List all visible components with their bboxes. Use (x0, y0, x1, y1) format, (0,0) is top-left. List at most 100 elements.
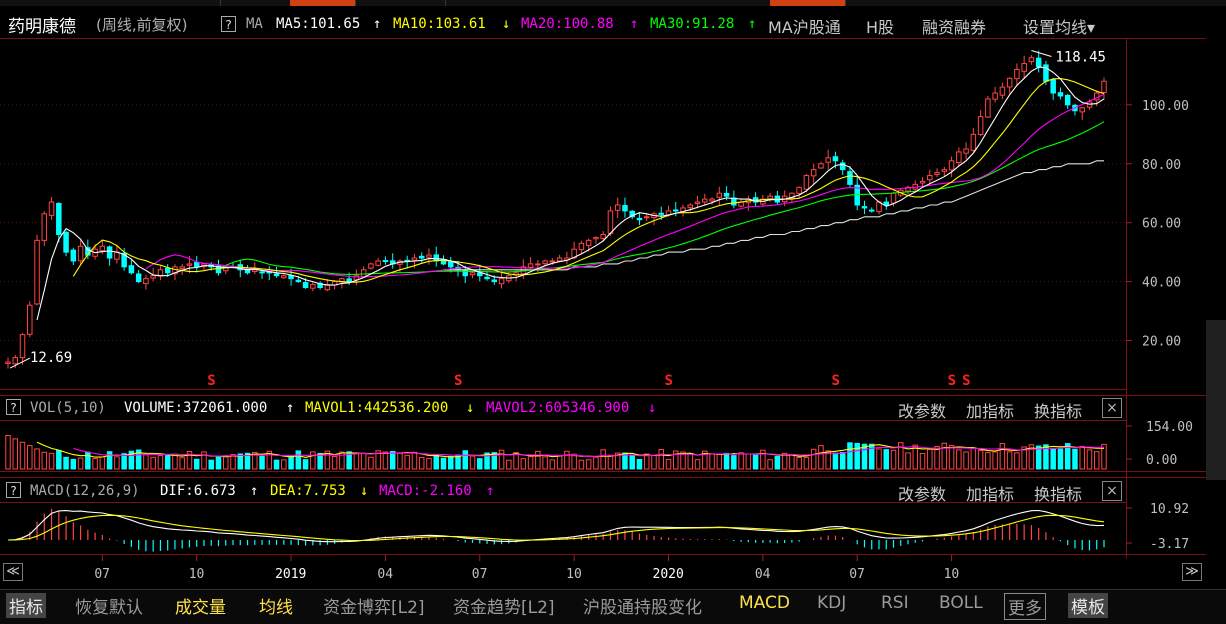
indicator-tab[interactable]: 资金趋势[L2] (453, 598, 555, 618)
indicator-tab[interactable]: 模板 (1068, 593, 1108, 618)
volume-change-params-button[interactable]: 改参数 (898, 402, 947, 421)
volume-close-icon[interactable]: × (1102, 398, 1122, 418)
scroll-left-icon[interactable]: ≪ (3, 563, 23, 581)
candle-body (346, 278, 352, 283)
top-tab[interactable] (110, 0, 221, 6)
ma20-value: MA20:100.88 (521, 16, 614, 32)
top-tab-active[interactable] (290, 0, 356, 6)
indicator-tab[interactable]: MACD (739, 593, 790, 613)
top-tab-active[interactable] (770, 0, 846, 6)
margin-trading-link[interactable]: 融资融券 (922, 18, 987, 37)
indicator-tab[interactable]: 沪股通持股变化 (583, 598, 702, 618)
volume-bar (999, 443, 1006, 470)
volume-help-button[interactable]: ? (6, 399, 21, 415)
volume-bar (607, 454, 614, 470)
volume-bar (731, 455, 737, 470)
candle-body (56, 202, 62, 235)
volume-bar (556, 454, 563, 470)
signal-marker: S (962, 373, 970, 389)
indicator-tab[interactable]: 资金博弈[L2] (323, 598, 425, 618)
scroll-right-icon[interactable]: ≫ (1182, 563, 1202, 581)
candle-body (368, 263, 374, 269)
dif-line (7, 509, 1105, 543)
volume-bar (622, 452, 628, 470)
macd-change-params-button[interactable]: 改参数 (898, 485, 947, 504)
candle-body (1101, 80, 1107, 93)
candle-body (5, 361, 11, 365)
indicator-tab[interactable]: 更多 (1004, 593, 1046, 620)
macd-help-button[interactable]: ? (6, 482, 21, 498)
candle-body (905, 186, 911, 192)
macd-close-icon[interactable]: × (1102, 481, 1122, 501)
candle-body (607, 210, 614, 234)
candle-body (963, 148, 969, 154)
candle-body (585, 239, 592, 246)
volume-bar (818, 445, 824, 470)
volume-switch-indicator-button[interactable]: 换指标 (1034, 402, 1083, 421)
indicator-tab[interactable]: BOLL (939, 593, 983, 613)
hshare-link[interactable]: H股 (866, 18, 895, 37)
candle-body (999, 86, 1006, 96)
candle-body (273, 273, 280, 277)
candle-body (658, 212, 664, 215)
volume-bar (803, 456, 810, 470)
indicator-tab[interactable]: KDJ (817, 593, 847, 613)
volume-bar (847, 442, 853, 470)
hugutong-link[interactable]: MA沪股通 (768, 18, 841, 37)
volume-bar (375, 450, 381, 470)
candle-body (1057, 92, 1064, 97)
macd-value: MACD:-2.160 (379, 483, 472, 499)
volume-bar (484, 452, 490, 470)
ma30-arrow: ↑ (748, 16, 757, 32)
volume-bar (1079, 445, 1085, 470)
volume-bar (513, 452, 519, 470)
time-axis-bar: ≪ ≫ (0, 561, 1226, 583)
volume-bar (948, 445, 955, 470)
volume-bar (252, 451, 258, 470)
volume-bar (114, 456, 120, 470)
mavol2-arrow: ↓ (648, 400, 657, 416)
volume-bar (1050, 448, 1056, 470)
volume-bar (527, 456, 534, 470)
help-button[interactable]: ? (221, 16, 236, 32)
macd-panel-header: ? MACD(12,26,9) DIF:6.673 ↑ DEA:7.753 ↓ … (0, 480, 1130, 504)
indicator-tab[interactable]: RSI (881, 593, 909, 613)
volume-bar (201, 451, 207, 470)
time-tick-label: 2019 (275, 567, 306, 582)
volume-bar (687, 453, 694, 470)
indicator-tab-bar: 指标 恢复默认 成交量 均线 资金博弈[L2] 资金趋势[L2] 沪股通持股变化 MACD KD… (0, 589, 1226, 624)
side-panel-handle[interactable] (1206, 320, 1226, 480)
macd-switch-indicator-button[interactable]: 换指标 (1034, 485, 1083, 504)
candle-body (491, 279, 498, 283)
dea-value: DEA:7.753 (270, 483, 346, 499)
volume-bar (48, 452, 55, 470)
volume-add-indicator-button[interactable]: 加指标 (966, 402, 1015, 421)
ma-settings-dropdown[interactable]: 设置均线▾ (1023, 18, 1096, 37)
dif-arrow: ↑ (250, 483, 259, 499)
indicator-tab[interactable]: 成交量 (175, 598, 226, 618)
volume-bar (890, 449, 897, 470)
indicator-tab[interactable]: 指标 (6, 593, 46, 618)
top-tab[interactable] (355, 0, 446, 6)
candle-body (27, 304, 33, 335)
candle-body (919, 180, 926, 184)
volume-bar (883, 449, 890, 470)
candle-body (948, 160, 955, 171)
volume-bar (273, 459, 280, 470)
candle-body (99, 245, 106, 252)
indicator-tab[interactable]: 恢复默认 (75, 598, 143, 618)
ma10-arrow: ↓ (502, 16, 511, 32)
volume-bar (41, 451, 48, 470)
candle-body (215, 265, 222, 274)
indicator-tab[interactable]: 均线 (259, 598, 293, 618)
ma5-value: MA5:101.65 (276, 16, 361, 32)
macd-add-indicator-button[interactable]: 加指标 (966, 485, 1015, 504)
volume-bar (571, 453, 577, 470)
candles (5, 50, 1107, 369)
macd-histogram (7, 508, 1105, 552)
volume-bar (898, 442, 904, 470)
volume-indicator-name: VOL(5,10) (30, 400, 106, 416)
volume-bar (963, 451, 969, 470)
volume-bar (781, 452, 788, 470)
